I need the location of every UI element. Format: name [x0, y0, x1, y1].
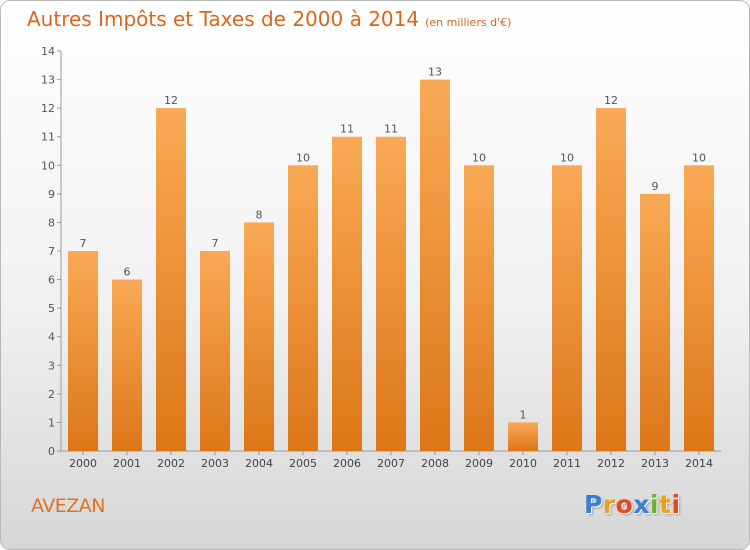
- y-tick-label: 3: [48, 359, 55, 372]
- title-text: Autres Impôts et Taxes de 2000 à 2014: [27, 7, 420, 31]
- logo-letter: x: [633, 490, 650, 519]
- bar-value-label: 11: [384, 123, 398, 136]
- bar-value-label: 12: [604, 94, 618, 107]
- bar: [156, 108, 186, 452]
- y-tick-label: 12: [41, 102, 55, 115]
- bar: [684, 165, 714, 452]
- x-tick-label: 2012: [597, 457, 625, 470]
- x-tick-label: 2013: [641, 457, 669, 470]
- proxiti-logo[interactable]: Proxiti: [584, 490, 681, 519]
- bar-value-label: 8: [256, 208, 263, 221]
- x-tick-label: 2002: [157, 457, 185, 470]
- y-tick-label: 7: [48, 245, 55, 258]
- bar-value-label: 10: [472, 151, 486, 164]
- y-tick-label: 8: [48, 216, 55, 229]
- logo-letter: i: [650, 490, 660, 519]
- bar: [200, 251, 230, 451]
- bar-value-label: 1: [520, 408, 527, 421]
- bar: [288, 165, 318, 452]
- bar-value-label: 10: [296, 151, 310, 164]
- bar-value-label: 7: [80, 237, 87, 250]
- y-tick-label: 5: [48, 302, 55, 315]
- logo-letter: t: [659, 490, 672, 519]
- logo-letter: i: [671, 490, 681, 519]
- chart-title: Autres Impôts et Taxes de 2000 à 2014 (en…: [27, 7, 511, 31]
- bar: [552, 165, 582, 452]
- x-tick-label: 2000: [69, 457, 97, 470]
- town-name: AVEZAN: [31, 495, 106, 517]
- y-tick-label: 11: [41, 131, 55, 144]
- bar-value-label: 12: [164, 94, 178, 107]
- x-tick-label: 2007: [377, 457, 405, 470]
- x-tick-label: 2001: [113, 457, 141, 470]
- y-tick-label: 14: [41, 45, 55, 58]
- bar: [244, 222, 274, 451]
- y-tick-label: 6: [48, 274, 55, 287]
- bar: [420, 79, 450, 452]
- bar-value-label: 10: [560, 151, 574, 164]
- y-tick-label: 10: [41, 159, 55, 172]
- x-tick-label: 2008: [421, 457, 449, 470]
- bar: [332, 136, 362, 451]
- bar: [376, 136, 406, 451]
- y-tick-label: 1: [48, 416, 55, 429]
- bar-value-label: 6: [124, 266, 131, 279]
- x-tick-label: 2010: [509, 457, 537, 470]
- logo-letter: P: [584, 490, 603, 519]
- bar-value-label: 9: [652, 180, 659, 193]
- y-tick-label: 9: [48, 188, 55, 201]
- bar: [112, 279, 142, 451]
- bar-value-label: 10: [692, 151, 706, 164]
- bar: [464, 165, 494, 452]
- x-tick-label: 2014: [685, 457, 713, 470]
- y-tick-label: 0: [48, 445, 55, 458]
- x-tick-label: 2004: [245, 457, 273, 470]
- y-tick-label: 4: [48, 331, 55, 344]
- bar: [508, 422, 538, 451]
- x-tick-label: 2006: [333, 457, 361, 470]
- bar-value-label: 11: [340, 123, 354, 136]
- bar: [68, 251, 98, 451]
- bar: [640, 193, 670, 451]
- y-tick-label: 13: [41, 74, 55, 87]
- logo-letter: o: [615, 490, 634, 519]
- bar-value-label: 7: [212, 237, 219, 250]
- bar-value-label: 13: [428, 66, 442, 79]
- bar: [596, 108, 626, 452]
- chart-unit: (en milliers d'€): [425, 16, 512, 29]
- y-tick-label: 2: [48, 388, 55, 401]
- x-tick-label: 2009: [465, 457, 493, 470]
- x-tick-label: 2005: [289, 457, 317, 470]
- x-tick-label: 2003: [201, 457, 229, 470]
- logo-letter: r: [602, 490, 616, 519]
- x-tick-label: 2011: [553, 457, 581, 470]
